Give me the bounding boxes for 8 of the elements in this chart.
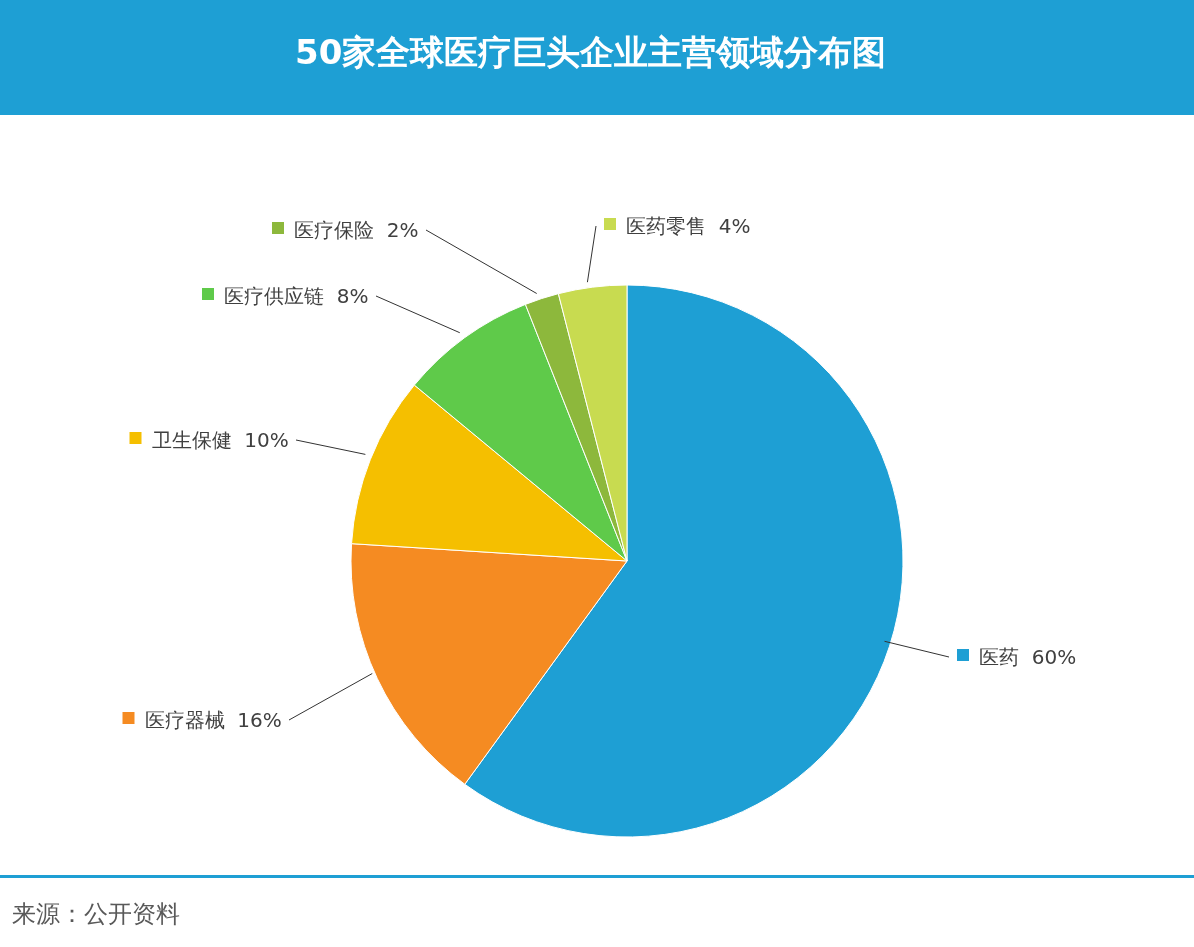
source-note: 来源：公开资料 [12, 899, 180, 930]
legend-label: 医疗保险 2% [294, 218, 419, 242]
chart-title: 50家全球医疗巨头企业主营领域分布图 [295, 31, 887, 74]
legend-label: 医药零售 4% [626, 214, 751, 238]
legend-label: 医疗供应链 8% [224, 284, 369, 308]
legend-label: 医疗器械 16% [144, 708, 282, 732]
legend-label: 卫生保健 10% [151, 428, 289, 452]
legend-label: 医药 60% [979, 645, 1077, 669]
